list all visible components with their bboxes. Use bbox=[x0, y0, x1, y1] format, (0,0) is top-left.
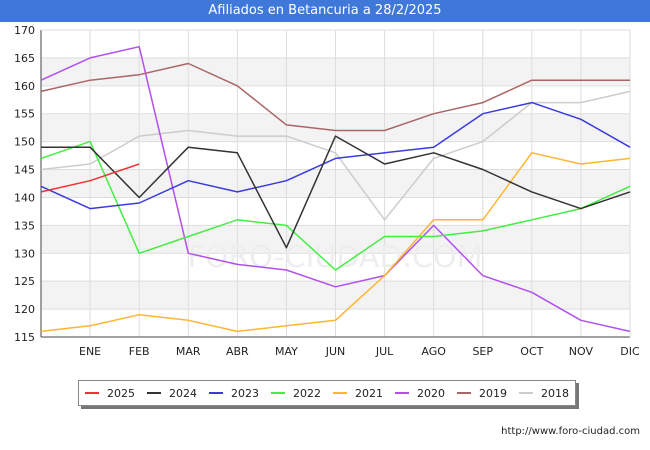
x-tick-label: MAY bbox=[275, 345, 298, 358]
series-line-2023 bbox=[40, 101, 631, 210]
x-tick-label: NOV bbox=[569, 345, 594, 358]
legend-label: 2024 bbox=[169, 386, 197, 400]
legend-item-2023: 2023 bbox=[209, 387, 259, 400]
legend-label: 2025 bbox=[107, 386, 135, 400]
y-tick-label: 140 bbox=[14, 191, 35, 204]
source-credit: http://www.foro-ciudad.com bbox=[501, 426, 640, 437]
legend-label: 2018 bbox=[541, 386, 569, 400]
legend-swatch bbox=[85, 392, 99, 394]
y-tick-label: 115 bbox=[14, 331, 35, 344]
x-tick-label: DIC bbox=[620, 345, 640, 358]
y-tick-label: 130 bbox=[14, 247, 35, 260]
series-line-2025 bbox=[40, 163, 140, 193]
legend-item-2019: 2019 bbox=[457, 387, 507, 400]
x-tick-label: AGO bbox=[421, 345, 446, 358]
legend-item-2018: 2018 bbox=[519, 387, 569, 400]
legend-label: 2019 bbox=[479, 386, 507, 400]
series-line-2019 bbox=[40, 62, 630, 132]
legend-item-2025: 2025 bbox=[85, 387, 135, 400]
x-tick-label: OCT bbox=[520, 345, 543, 358]
legend-item-2022: 2022 bbox=[271, 387, 321, 400]
x-tick-label: JUN bbox=[325, 345, 346, 358]
y-tick-label: 125 bbox=[14, 275, 35, 288]
y-tick-label: 165 bbox=[14, 52, 35, 65]
legend-swatch bbox=[395, 392, 409, 394]
y-tick-label: 120 bbox=[14, 303, 35, 316]
y-tick-label: 155 bbox=[14, 108, 35, 121]
chart-title: Afiliados en Betancuria a 28/2/2025 bbox=[0, 0, 650, 22]
chart-legend: 2025 2024 2023 2022 2021 2020 2019 2018 bbox=[78, 380, 576, 406]
y-tick-label: 170 bbox=[14, 24, 35, 37]
series-line-2021 bbox=[40, 152, 631, 333]
series-line-2020 bbox=[40, 45, 631, 333]
y-tick-label: 160 bbox=[14, 80, 35, 93]
legend-swatch bbox=[209, 392, 223, 394]
series-line-2022 bbox=[40, 140, 631, 271]
x-tick-label: MAR bbox=[176, 345, 201, 358]
y-tick-label: 150 bbox=[14, 136, 35, 149]
x-tick-label: JUL bbox=[375, 345, 394, 358]
legend-swatch bbox=[457, 392, 471, 394]
y-tick-label: 145 bbox=[14, 164, 35, 177]
y-tick-label: 135 bbox=[14, 219, 35, 232]
legend-label: 2021 bbox=[355, 386, 383, 400]
legend-label: 2023 bbox=[231, 386, 259, 400]
legend-item-2024: 2024 bbox=[147, 387, 197, 400]
x-tick-label: FEB bbox=[129, 345, 150, 358]
legend-swatch bbox=[519, 392, 533, 394]
x-tick-label: ENE bbox=[79, 345, 101, 358]
legend-item-2021: 2021 bbox=[333, 387, 383, 400]
legend-swatch bbox=[333, 392, 347, 394]
legend-swatch bbox=[271, 392, 285, 394]
series-line-2024 bbox=[41, 135, 631, 249]
legend-item-2020: 2020 bbox=[395, 387, 445, 400]
legend-label: 2020 bbox=[417, 386, 445, 400]
x-tick-label: ABR bbox=[226, 345, 249, 358]
line-chart: FORO-CIUDAD.COM 115120125130135140145150… bbox=[14, 24, 640, 358]
x-tick-label: SEP bbox=[472, 345, 493, 358]
legend-swatch bbox=[147, 392, 161, 394]
legend-label: 2022 bbox=[293, 386, 321, 400]
